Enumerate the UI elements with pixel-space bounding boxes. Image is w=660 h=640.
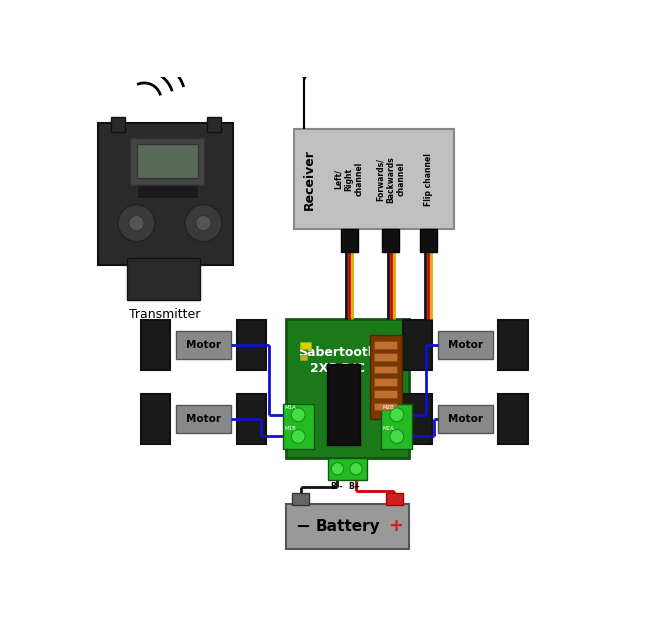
Bar [207,117,221,132]
Bar [98,123,233,266]
Bar [237,394,266,444]
Bar [328,458,367,479]
Text: +: + [387,518,403,536]
Text: B+: B+ [348,482,360,491]
Bar [131,138,203,184]
Bar [127,258,199,300]
Bar [420,229,437,252]
Bar [374,341,397,349]
Bar [438,405,493,433]
Circle shape [390,429,404,444]
Circle shape [390,408,404,422]
Text: −: − [295,518,310,536]
Bar [300,355,308,360]
Bar [141,394,170,444]
Bar [300,342,310,349]
Bar [374,378,397,385]
Text: M1A: M1A [284,405,296,410]
Circle shape [196,216,211,231]
Text: M1B: M1B [284,426,296,431]
Bar [286,319,409,458]
Circle shape [291,408,305,422]
Circle shape [129,216,144,231]
Bar [374,353,397,361]
Bar [141,320,170,370]
Circle shape [118,205,155,241]
Text: M2B: M2B [383,405,395,410]
Bar [374,390,397,398]
Bar [237,320,266,370]
Bar [341,229,358,252]
Text: Motor: Motor [447,340,483,349]
Text: Sabertooth
2X5 R/C: Sabertooth 2X5 R/C [298,346,377,374]
Bar [294,129,454,229]
Bar [286,504,409,549]
Bar [111,117,125,132]
Bar [374,365,397,373]
Bar [374,403,397,410]
Bar [176,405,231,433]
Text: Flip channel: Flip channel [424,153,433,205]
Bar [382,229,399,252]
Circle shape [291,429,305,444]
Bar [403,320,432,370]
Bar [282,404,314,449]
Bar [292,493,309,505]
Text: Left/
Right
channel: Left/ Right channel [334,162,364,196]
Bar [137,184,198,198]
Circle shape [331,463,344,475]
Bar [386,493,403,505]
Bar [327,364,360,445]
Text: M2A: M2A [383,426,395,431]
Circle shape [350,463,362,475]
Text: Receiver: Receiver [302,148,315,210]
Bar [498,320,528,370]
Text: Motor: Motor [186,340,221,349]
Text: B -: B - [331,482,342,491]
Text: Motor: Motor [186,413,221,424]
Text: Forwards/
Backwards
channel: Forwards/ Backwards channel [376,156,405,203]
Bar [438,331,493,358]
Bar [403,394,432,444]
Bar [176,331,231,358]
Bar [137,144,198,179]
Bar [498,394,528,444]
Text: Battery: Battery [315,519,379,534]
Bar [370,335,402,419]
Bar [381,404,412,449]
Text: Transmitter: Transmitter [129,308,201,321]
Text: Motor: Motor [447,413,483,424]
Circle shape [185,205,222,241]
